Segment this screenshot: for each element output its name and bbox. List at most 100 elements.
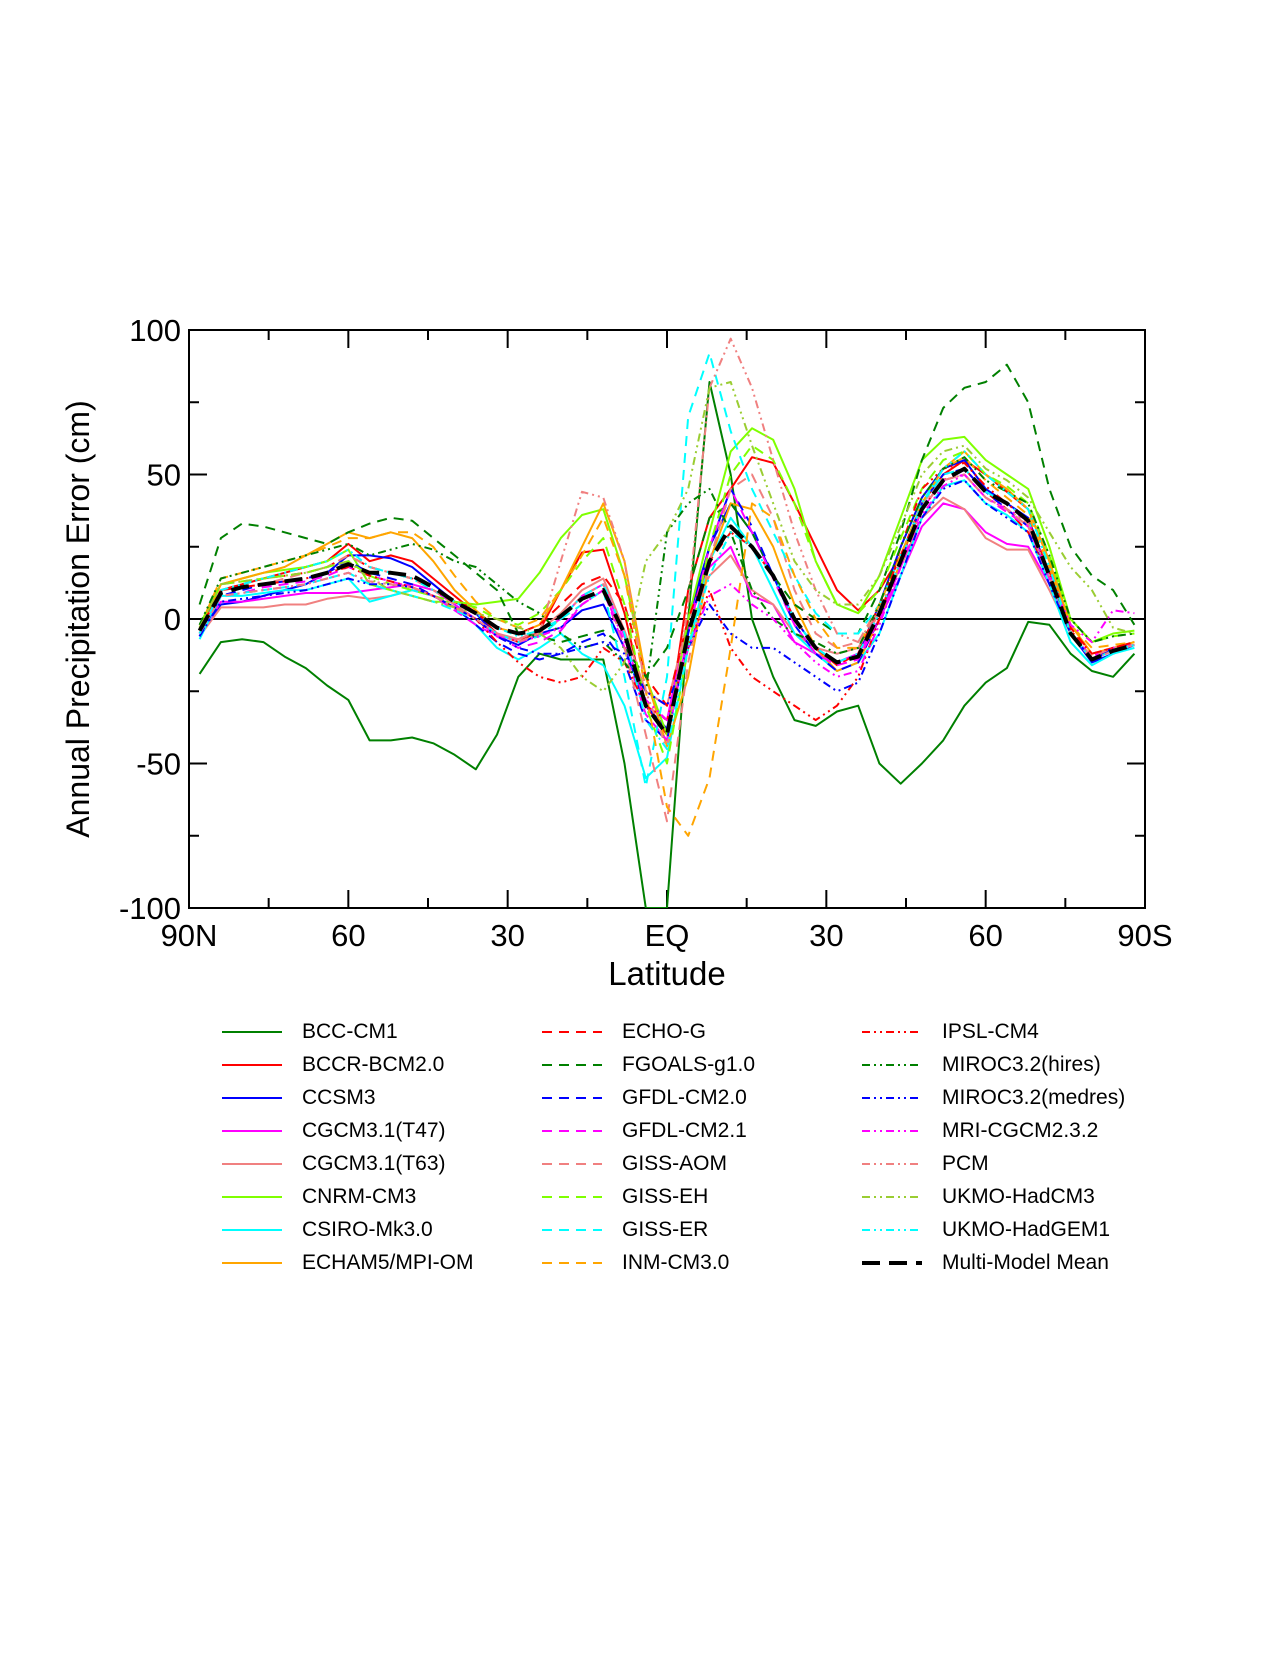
legend-swatch — [862, 1130, 922, 1132]
legend-item-gfdl-cm2-1: GFDL-CM2.1 — [540, 1117, 747, 1145]
legend-item-csiro-mk3-0: CSIRO-Mk3.0 — [220, 1216, 433, 1244]
legend-swatch — [222, 1130, 282, 1132]
legend-swatch — [222, 1196, 282, 1198]
series-line-ukmo-hadgem1 — [198, 450, 1135, 750]
legend-label: IPSL-CM4 — [942, 1020, 1039, 1043]
legend-label: INM-CM3.0 — [622, 1251, 730, 1274]
legend-swatch — [222, 1064, 282, 1066]
legend-item-ipsl-cm4: IPSL-CM4 — [860, 1018, 1039, 1046]
legend-item-giss-er: GISS-ER — [540, 1216, 708, 1244]
series-line-multi-model-mean — [197, 466, 1135, 737]
legend-swatch — [862, 1064, 922, 1066]
legend-swatch — [222, 1262, 282, 1264]
series-line-giss-eh — [198, 444, 1135, 765]
legend-swatch — [542, 1163, 602, 1165]
legend-item-cnrm-cm3: CNRM-CM3 — [220, 1183, 416, 1211]
axis-tick-labels: -100 -50 0 50 100 90N 60 30 EQ 30 60 90S — [119, 313, 1173, 953]
legend-swatch — [862, 1261, 922, 1265]
legend-item-gfdl-cm2-0: GFDL-CM2.0 — [540, 1084, 747, 1112]
legend-swatch — [862, 1163, 922, 1165]
x-tick-label: 30 — [490, 918, 524, 953]
legend-label: GISS-EH — [622, 1185, 709, 1208]
legend-label: FGOALS-g1.0 — [622, 1053, 756, 1076]
x-tick-label: EQ — [645, 918, 690, 953]
legend-item-bcc-cm1: BCC-CM1 — [220, 1018, 398, 1046]
legend-label: GISS-AOM — [622, 1152, 728, 1175]
y-axis-title: Annual Precipitation Error (cm) — [60, 400, 96, 837]
x-tick-label: 60 — [968, 918, 1002, 953]
y-tick-label: 50 — [147, 458, 181, 493]
legend-label: MIROC3.2(medres) — [942, 1086, 1126, 1109]
series-line-ukmo-hadcm3 — [198, 381, 1135, 693]
precipitation-error-chart: -100 -50 0 50 100 90N 60 30 EQ 30 60 90S Latitude A… — [60, 313, 1173, 992]
y-tick-label: 100 — [129, 313, 181, 348]
legend-item-cgcm3-1-t47: CGCM3.1(T47) — [220, 1117, 446, 1145]
legend-label: CSIRO-Mk3.0 — [302, 1218, 433, 1241]
legend-swatch — [862, 1229, 922, 1231]
series-line-inm-cm3-0 — [198, 456, 1135, 837]
legend-label: GFDL-CM2.1 — [622, 1119, 747, 1142]
series-line-echam5-mpi-om — [198, 450, 1135, 748]
legend-label: ECHAM5/MPI-OM — [302, 1251, 474, 1274]
x-axis-title: Latitude — [608, 955, 725, 992]
y-tick-label: -100 — [119, 891, 181, 926]
legend-item-fgoals-g1-0: FGOALS-g1.0 — [540, 1051, 755, 1079]
legend-label: BCC-CM1 — [302, 1020, 398, 1043]
legend-label: BCCR-BCM2.0 — [302, 1053, 445, 1076]
legend-swatch — [542, 1097, 602, 1099]
legend-swatch — [222, 1031, 282, 1033]
legend-label: ECHO-G — [622, 1020, 706, 1043]
y-tick-label: 0 — [164, 602, 181, 637]
legend-swatch — [222, 1097, 282, 1099]
legend-item-ccsm3: CCSM3 — [220, 1084, 376, 1112]
legend-label: CGCM3.1(T47) — [302, 1119, 446, 1142]
legend-item-ukmo-hadgem1: UKMO-HadGEM1 — [860, 1216, 1110, 1244]
legend-swatch — [222, 1163, 282, 1165]
legend-label: CCSM3 — [302, 1086, 376, 1109]
legend-swatch — [542, 1196, 602, 1198]
legend-label: Multi-Model Mean — [942, 1251, 1109, 1274]
legend-label: GFDL-CM2.0 — [622, 1086, 747, 1109]
x-tick-label: 90N — [161, 918, 218, 953]
legend-item-ukmo-hadcm3: UKMO-HadCM3 — [860, 1183, 1095, 1211]
legend-swatch — [222, 1229, 282, 1231]
y-tick-label: -50 — [136, 747, 181, 782]
series-line-bcc-cm1 — [198, 381, 1136, 908]
legend-item-giss-aom: GISS-AOM — [540, 1150, 727, 1178]
legend-item-mri-cgcm2-3-2: MRI-CGCM2.3.2 — [860, 1117, 1098, 1145]
x-tick-label: 30 — [809, 918, 843, 953]
legend-label: GISS-ER — [622, 1218, 709, 1241]
series-line-fgoals-g1-0 — [198, 363, 1136, 678]
legend-label: CNRM-CM3 — [302, 1185, 417, 1208]
legend-item-pcm: PCM — [860, 1150, 989, 1178]
legend-label: PCM — [942, 1152, 989, 1175]
x-tick-label: 90S — [1117, 918, 1172, 953]
series-line-miroc3-2-hires — [198, 456, 1135, 693]
legend-item-giss-eh: GISS-EH — [540, 1183, 708, 1211]
legend: BCC-CM1 BCCR-BCM2.0 CCSM3 CGCM3.1(T47) CGCM3… — [220, 1018, 1180, 1288]
series-lines — [197, 337, 1136, 908]
legend-label: MRI-CGCM2.3.2 — [942, 1119, 1099, 1142]
legend-item-miroc3-2-medres: MIROC3.2(medres) — [860, 1084, 1125, 1112]
legend-item-multi-model-mean: Multi-Model Mean — [860, 1249, 1109, 1277]
legend-swatch — [862, 1196, 922, 1198]
legend-item-bccr-bcm2-0: BCCR-BCM2.0 — [220, 1051, 444, 1079]
legend-swatch — [542, 1031, 602, 1033]
legend-item-echo-g: ECHO-G — [540, 1018, 706, 1046]
legend-swatch — [542, 1064, 602, 1066]
legend-label: MIROC3.2(hires) — [942, 1053, 1101, 1076]
legend-swatch — [542, 1262, 602, 1264]
legend-swatch — [542, 1130, 602, 1132]
legend-swatch — [542, 1229, 602, 1231]
x-tick-label: 60 — [331, 918, 365, 953]
legend-item-miroc3-2-hires: MIROC3.2(hires) — [860, 1051, 1101, 1079]
series-line-cnrm-cm3 — [198, 427, 1135, 736]
legend-item-inm-cm3-0: INM-CM3.0 — [540, 1249, 729, 1277]
legend-swatch — [862, 1031, 922, 1033]
legend-label: UKMO-HadCM3 — [942, 1185, 1095, 1208]
legend-label: CGCM3.1(T63) — [302, 1152, 446, 1175]
series-line-miroc3-2-medres — [198, 479, 1135, 707]
legend-swatch — [862, 1097, 922, 1099]
legend-item-cgcm3-1-t63: CGCM3.1(T63) — [220, 1150, 446, 1178]
legend-item-echam5-mpi-om: ECHAM5/MPI-OM — [220, 1249, 474, 1277]
